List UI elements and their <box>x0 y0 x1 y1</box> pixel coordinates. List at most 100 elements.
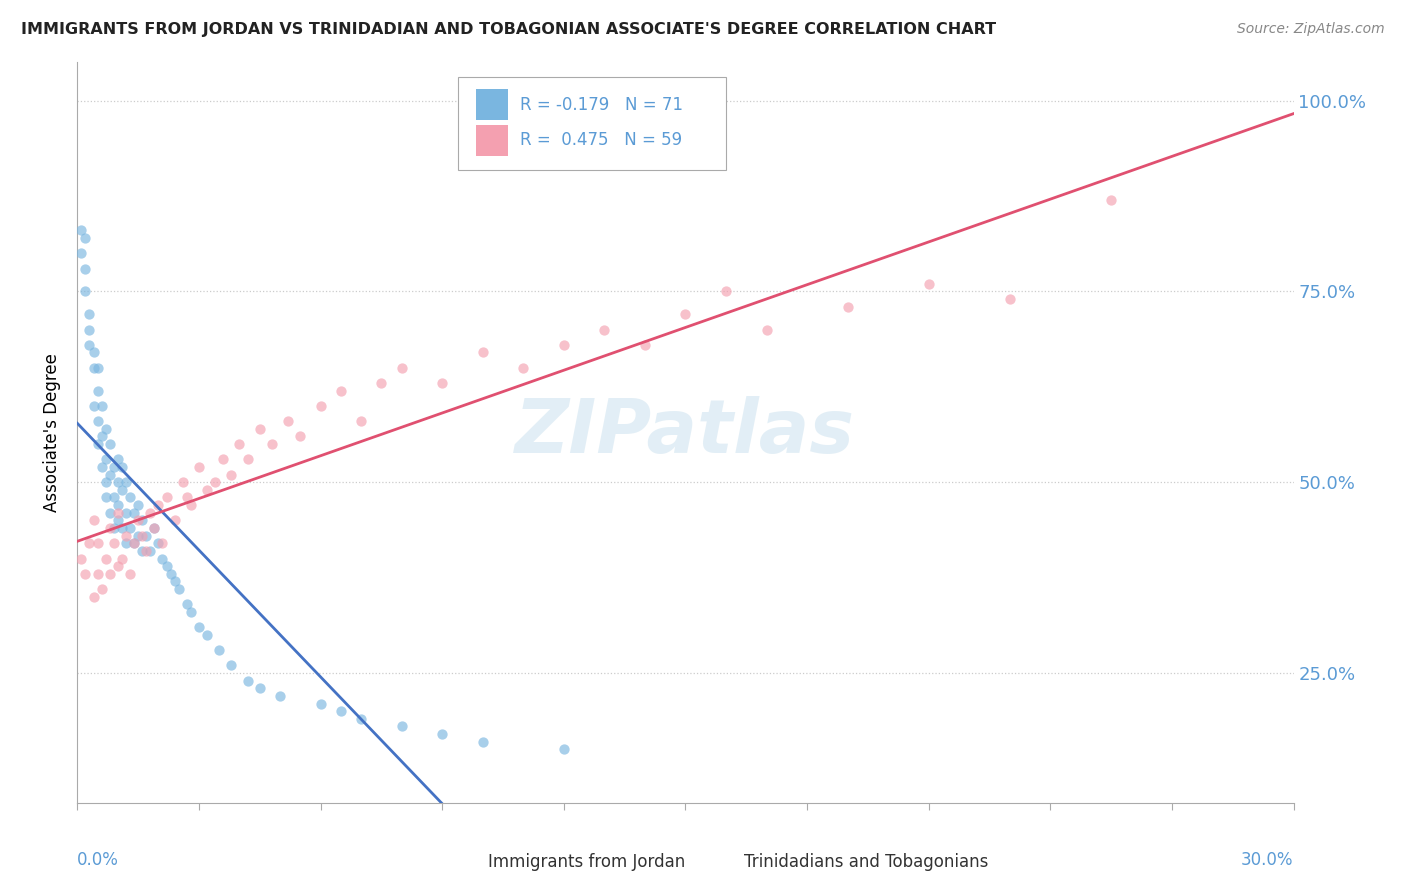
Text: IMMIGRANTS FROM JORDAN VS TRINIDADIAN AND TOBAGONIAN ASSOCIATE'S DEGREE CORRELAT: IMMIGRANTS FROM JORDAN VS TRINIDADIAN AN… <box>21 22 997 37</box>
Text: Source: ZipAtlas.com: Source: ZipAtlas.com <box>1237 22 1385 37</box>
Point <box>553 338 575 352</box>
Point <box>103 491 125 505</box>
Point <box>98 506 121 520</box>
Point <box>350 712 373 726</box>
Point <box>98 566 121 581</box>
Point <box>155 491 177 505</box>
Point <box>675 307 697 321</box>
Point <box>593 322 616 336</box>
Point <box>131 513 153 527</box>
Point <box>83 399 105 413</box>
Point <box>86 414 108 428</box>
Point <box>111 521 134 535</box>
Point <box>155 559 177 574</box>
Point <box>83 360 105 375</box>
Point <box>103 536 125 550</box>
Point <box>269 689 291 703</box>
Y-axis label: Associate's Degree: Associate's Degree <box>44 353 62 512</box>
Point <box>139 544 162 558</box>
FancyBboxPatch shape <box>451 848 484 876</box>
Point <box>350 414 373 428</box>
Point <box>204 475 226 490</box>
Point <box>172 475 194 490</box>
Point <box>176 598 198 612</box>
Point <box>135 529 157 543</box>
Point <box>180 498 202 512</box>
Point <box>103 460 125 475</box>
Point <box>86 536 108 550</box>
Point <box>249 681 271 696</box>
Point <box>998 292 1021 306</box>
Point <box>115 506 138 520</box>
FancyBboxPatch shape <box>477 125 508 156</box>
Point <box>75 261 97 276</box>
Point <box>634 338 657 352</box>
Point <box>107 513 129 527</box>
Point <box>98 467 121 482</box>
Point <box>75 566 97 581</box>
Point <box>163 513 186 527</box>
Point <box>163 574 186 589</box>
Point <box>86 566 108 581</box>
Point <box>512 360 534 375</box>
Point <box>236 673 259 688</box>
Point <box>75 285 97 299</box>
Point <box>90 399 112 413</box>
Point <box>249 422 271 436</box>
Point <box>90 582 112 596</box>
Point <box>143 521 166 535</box>
Point <box>329 704 352 718</box>
Point <box>180 605 202 619</box>
Point <box>152 551 174 566</box>
Point <box>139 506 162 520</box>
Point <box>70 551 93 566</box>
Point <box>94 551 117 566</box>
Point <box>94 452 117 467</box>
Point <box>79 338 101 352</box>
Point <box>188 460 211 475</box>
Point <box>118 521 141 535</box>
Point <box>107 475 129 490</box>
Point <box>277 414 299 428</box>
Point <box>122 536 145 550</box>
Point <box>111 460 134 475</box>
Point <box>290 429 312 443</box>
Point <box>1099 193 1122 207</box>
Point <box>127 529 149 543</box>
Point <box>107 506 129 520</box>
Point <box>107 452 129 467</box>
Point <box>131 529 153 543</box>
Text: ZIPatlas: ZIPatlas <box>516 396 855 469</box>
Point <box>309 399 332 413</box>
Point <box>159 566 181 581</box>
Point <box>70 246 93 260</box>
Text: Immigrants from Jordan: Immigrants from Jordan <box>488 853 686 871</box>
Point <box>221 467 243 482</box>
Point <box>111 551 134 566</box>
Point <box>430 376 453 390</box>
Point <box>471 345 494 359</box>
Point <box>148 536 170 550</box>
Point <box>75 231 97 245</box>
FancyBboxPatch shape <box>707 848 740 876</box>
Point <box>86 437 108 451</box>
Point <box>370 376 392 390</box>
Text: 0.0%: 0.0% <box>77 851 120 869</box>
Point <box>94 491 117 505</box>
Point <box>118 491 141 505</box>
Point <box>98 521 121 535</box>
Point <box>260 437 283 451</box>
Point <box>755 322 778 336</box>
Point <box>83 345 105 359</box>
Point <box>127 513 149 527</box>
Text: Trinidadians and Tobagonians: Trinidadians and Tobagonians <box>744 853 988 871</box>
Point <box>79 307 101 321</box>
Point <box>83 513 105 527</box>
Point <box>111 483 134 497</box>
Point <box>195 628 218 642</box>
Point <box>70 223 93 237</box>
Point <box>131 544 153 558</box>
Point <box>471 735 494 749</box>
Point <box>918 277 941 291</box>
Point <box>430 727 453 741</box>
